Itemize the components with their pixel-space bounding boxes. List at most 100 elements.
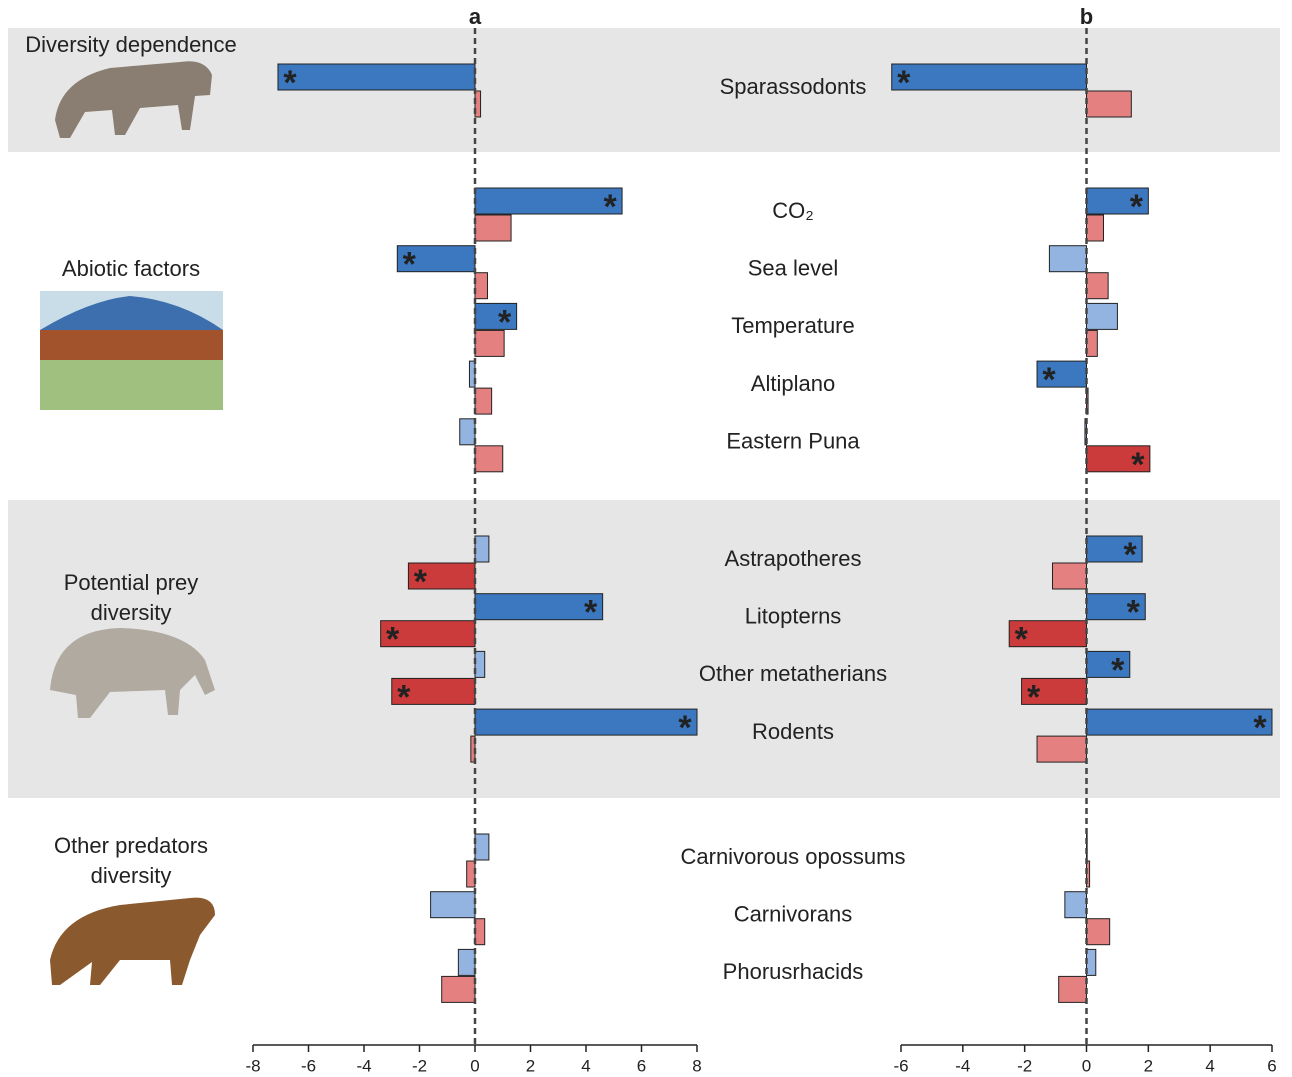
x-tick-label: 2 xyxy=(526,1056,535,1075)
category-label: Eastern Puna xyxy=(726,429,860,454)
group-label: Other predators xyxy=(54,833,208,858)
bar xyxy=(1086,90,1132,118)
bar xyxy=(1086,535,1143,563)
bar xyxy=(1086,214,1105,242)
category-label: Litopterns xyxy=(745,604,842,629)
significance-marker: * xyxy=(584,594,598,632)
significance-marker: * xyxy=(386,621,400,659)
bar xyxy=(277,63,476,91)
x-tick-label: 0 xyxy=(1082,1056,1091,1075)
x-tick-label: -2 xyxy=(412,1056,427,1075)
category-label: Altiplano xyxy=(751,371,835,396)
x-tick-label: 0 xyxy=(470,1056,479,1075)
significance-marker: * xyxy=(1027,678,1041,716)
landscape-valley xyxy=(40,360,223,410)
category-label: CO₂ xyxy=(772,198,814,223)
significance-marker: * xyxy=(1253,709,1267,747)
bar xyxy=(474,918,486,946)
bar xyxy=(468,360,476,388)
group-label: Diversity dependence xyxy=(25,32,237,57)
significance-marker: * xyxy=(1131,446,1145,484)
group-label: diversity xyxy=(91,600,172,625)
category-label: Astrapotheres xyxy=(725,546,862,571)
significance-marker: * xyxy=(678,709,692,747)
bar xyxy=(1086,187,1149,215)
bar xyxy=(1086,708,1273,736)
bar xyxy=(474,302,518,330)
category-label: Sparassodonts xyxy=(720,74,867,99)
category-label: Carnivorous opossums xyxy=(681,844,906,869)
x-tick-label: 6 xyxy=(637,1056,646,1075)
significance-marker: * xyxy=(1015,621,1029,659)
group-label: Potential prey xyxy=(64,570,199,595)
significance-marker: * xyxy=(1042,361,1056,399)
bar xyxy=(474,650,486,678)
prey-icon xyxy=(50,628,215,718)
bar xyxy=(891,63,1087,91)
significance-marker: * xyxy=(283,64,297,102)
bar xyxy=(1086,918,1111,946)
significance-marker: * xyxy=(1130,188,1144,226)
bar xyxy=(474,535,490,563)
category-label: Sea level xyxy=(748,256,839,281)
bar xyxy=(407,562,476,590)
significance-marker: * xyxy=(1111,651,1125,689)
x-tick-label: 4 xyxy=(581,1056,590,1075)
bar xyxy=(474,272,488,300)
group-label: diversity xyxy=(91,863,172,888)
bar xyxy=(474,329,505,357)
category-label: Rodents xyxy=(752,719,834,744)
bar xyxy=(1086,593,1146,621)
category-label: Other metatherians xyxy=(699,661,887,686)
sparassodont-icon xyxy=(55,61,212,138)
category-label: Temperature xyxy=(731,313,855,338)
bar xyxy=(1064,891,1087,919)
significance-marker: * xyxy=(603,188,617,226)
landscape-mountain xyxy=(40,296,223,330)
bar xyxy=(474,387,493,415)
bar xyxy=(1086,272,1109,300)
bar xyxy=(474,214,512,242)
bar xyxy=(474,833,490,861)
bar xyxy=(1086,329,1098,357)
x-tick-label: 8 xyxy=(692,1056,701,1075)
bar xyxy=(457,948,476,976)
x-tick-label: -4 xyxy=(356,1056,371,1075)
bar xyxy=(1036,735,1087,763)
illustrations xyxy=(40,61,223,985)
significance-marker: * xyxy=(403,246,417,284)
bar xyxy=(380,620,476,648)
significance-marker: * xyxy=(897,64,911,102)
bar xyxy=(430,891,476,919)
bar xyxy=(474,593,604,621)
significance-marker: * xyxy=(1124,536,1138,574)
bar xyxy=(474,708,698,736)
x-tick-label: 4 xyxy=(1205,1056,1214,1075)
landscape-cliff xyxy=(40,330,223,360)
bar xyxy=(1058,975,1088,1003)
panel-label: a xyxy=(469,4,482,29)
bar xyxy=(1086,302,1118,330)
significance-marker: * xyxy=(414,563,428,601)
significance-marker: * xyxy=(397,678,411,716)
bar xyxy=(1008,620,1087,648)
bar xyxy=(474,187,623,215)
x-tick-label: -8 xyxy=(245,1056,260,1075)
bar xyxy=(1036,360,1087,388)
bar xyxy=(459,418,476,446)
panel-label: b xyxy=(1080,4,1093,29)
predator-icon xyxy=(50,897,215,985)
x-tick-label: -6 xyxy=(893,1056,908,1075)
x-tick-label: 2 xyxy=(1144,1056,1153,1075)
x-tick-label: -4 xyxy=(955,1056,970,1075)
category-label: Carnivorans xyxy=(734,902,853,927)
x-tick-label: -6 xyxy=(301,1056,316,1075)
x-tick-label: -2 xyxy=(1017,1056,1032,1075)
bar xyxy=(1048,245,1088,273)
bar xyxy=(441,975,476,1003)
bar xyxy=(1086,833,1088,861)
group-label: Abiotic factors xyxy=(62,256,200,281)
bar xyxy=(1086,650,1131,678)
category-label: Phorusrhacids xyxy=(723,959,864,984)
